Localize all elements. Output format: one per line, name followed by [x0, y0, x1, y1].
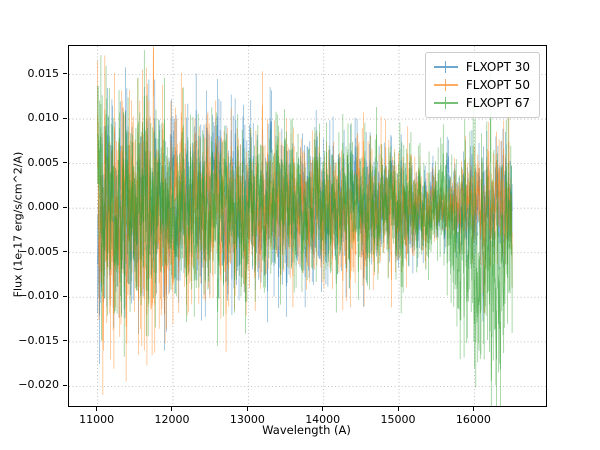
y-tick-mark: [63, 162, 67, 164]
y-tick-label: 0.015: [27, 66, 60, 80]
errorbar-glyph: [433, 60, 459, 74]
x-tick-mark: [472, 407, 474, 411]
y-axis-label: Flux (1e-17 erg/s/cm^2/A): [11, 151, 25, 298]
x-tick-mark: [397, 407, 399, 411]
y-tick-label: −0.005: [18, 244, 59, 258]
errorbar-glyph: [433, 78, 459, 92]
legend: FLXOPT 30 FLXOPT 50 FLXOPT 67: [424, 52, 540, 118]
y-tick-label: 0.010: [27, 111, 60, 125]
y-tick-label: 0.000: [27, 200, 60, 214]
plot-area: FLXOPT 30 FLXOPT 50 FLXOPT 67: [68, 45, 547, 407]
legend-label: FLXOPT 50: [465, 78, 530, 92]
x-tick-mark: [96, 407, 98, 411]
legend-entry: FLXOPT 67: [433, 94, 530, 112]
y-tick-mark: [63, 384, 67, 386]
y-tick-mark: [63, 340, 67, 342]
legend-entry: FLXOPT 30: [433, 58, 530, 76]
y-tick-mark: [63, 251, 67, 253]
x-tick-mark: [246, 407, 248, 411]
x-tick-label: 13000: [229, 413, 265, 426]
x-tick-label: 14000: [305, 413, 341, 426]
errorbar-glyph: [433, 96, 459, 110]
y-tick-mark: [63, 295, 67, 297]
y-tick-label: −0.010: [18, 289, 59, 303]
legend-label: FLXOPT 67: [465, 96, 530, 110]
x-tick-label: 16000: [455, 413, 491, 426]
y-tick-label: 0.005: [27, 155, 60, 169]
y-tick-mark: [63, 73, 67, 74]
y-tick-mark: [63, 117, 67, 119]
y-tick-label: −0.015: [18, 333, 59, 347]
legend-label: FLXOPT 30: [465, 60, 530, 74]
y-tick-mark: [63, 206, 67, 208]
y-tick-label: −0.020: [18, 378, 59, 392]
x-tick-mark: [322, 407, 324, 411]
legend-entry: FLXOPT 50: [433, 76, 530, 94]
x-axis-label: Wavelength (A): [262, 423, 351, 437]
x-tick-label: 11000: [79, 413, 115, 426]
x-tick-label: 15000: [380, 413, 416, 426]
x-tick-label: 12000: [154, 413, 190, 426]
x-tick-mark: [171, 407, 173, 411]
